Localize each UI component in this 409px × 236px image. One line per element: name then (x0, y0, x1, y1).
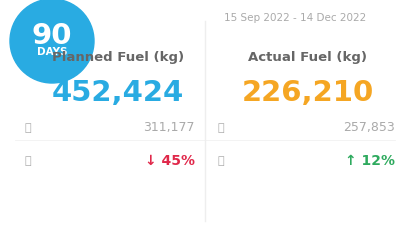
Text: 311,177: 311,177 (143, 122, 195, 135)
Text: 📅: 📅 (218, 123, 224, 133)
Text: ↓ 45%: ↓ 45% (145, 154, 195, 168)
Text: 226,210: 226,210 (241, 79, 373, 107)
Text: 257,853: 257,853 (342, 122, 394, 135)
Text: 📊: 📊 (218, 156, 224, 166)
Text: 15 Sep 2022 - 14 Dec 2022: 15 Sep 2022 - 14 Dec 2022 (223, 13, 365, 23)
Circle shape (10, 0, 94, 83)
Text: 📊: 📊 (25, 156, 31, 166)
Text: 📅: 📅 (25, 123, 31, 133)
Text: 90: 90 (31, 22, 72, 50)
Text: 452,424: 452,424 (52, 79, 184, 107)
Text: Actual Fuel (kg): Actual Fuel (kg) (248, 51, 366, 64)
Text: DAYS: DAYS (37, 47, 67, 57)
Text: Planned Fuel (kg): Planned Fuel (kg) (52, 51, 184, 64)
Text: ↑ 12%: ↑ 12% (344, 154, 394, 168)
